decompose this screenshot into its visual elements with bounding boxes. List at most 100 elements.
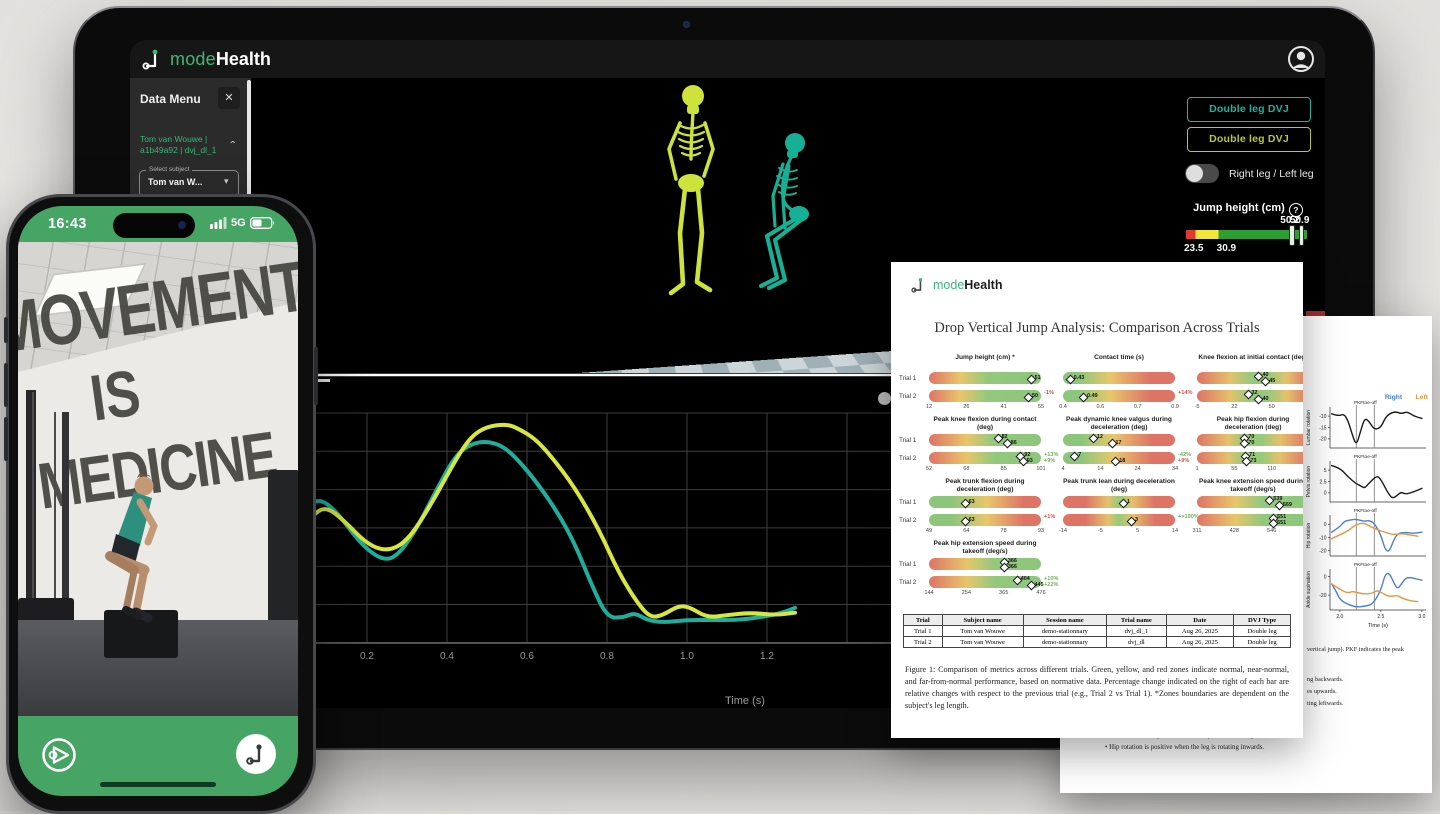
marker-value: 17 bbox=[1115, 439, 1122, 446]
metric-title: Jump height (cm) * bbox=[955, 354, 1015, 361]
percent-change: +>100% bbox=[1178, 514, 1199, 520]
phone-bottom-bar bbox=[18, 716, 298, 796]
marker-value: 86 bbox=[1010, 439, 1017, 446]
report-logo: modeHealth bbox=[911, 276, 1002, 294]
chevron-up-icon[interactable]: ⌃ bbox=[228, 140, 238, 150]
logo-text-health: Health bbox=[215, 48, 271, 69]
trial-button-teal[interactable]: Double leg DVJ bbox=[1187, 97, 1311, 122]
metric-bar-trial2: 3 +>100% bbox=[1063, 514, 1199, 526]
jump-height-zone-boundary: 30.9 bbox=[1216, 243, 1237, 254]
text-fragment: es upwards. bbox=[1307, 688, 1337, 695]
table-cell: Trial 2 bbox=[903, 636, 943, 648]
leg-toggle[interactable] bbox=[1185, 164, 1219, 183]
marker-value: 0.43 bbox=[1073, 374, 1085, 381]
metric-title: Peak dynamic knee valgus during decelera… bbox=[1066, 416, 1172, 432]
metric-cell: Peak knee flexion during contact (deg) 82… bbox=[926, 416, 1059, 474]
marker-value: 82 bbox=[1001, 433, 1008, 440]
metric-bar-trial1: 63 bbox=[929, 496, 1041, 508]
table-cell: Double leg bbox=[1233, 636, 1291, 648]
table-cell: Trial 1 bbox=[903, 625, 943, 637]
report-title: Drop Vertical Jump Analysis: Comparison … bbox=[934, 320, 1260, 336]
marker-value: 71 bbox=[1249, 451, 1256, 458]
mini-chart-hip-rotation: 0 -10 -20 PKFtoe-off Hip rotation bbox=[1306, 508, 1426, 557]
svg-text:PKFtoe-off: PKFtoe-off bbox=[1354, 508, 1378, 514]
table-cell: Double leg bbox=[1233, 625, 1291, 637]
svg-text:-20: -20 bbox=[1319, 549, 1326, 555]
svg-text:PKFtoe-off: PKFtoe-off bbox=[1354, 400, 1378, 406]
modehealth-mark-icon bbox=[246, 744, 262, 765]
marker-value: 70 bbox=[1248, 433, 1255, 440]
marker-value: 7 bbox=[1078, 451, 1082, 458]
user-avatar-icon[interactable] bbox=[1286, 44, 1316, 74]
metric-bar-trial2: 92 93 +13% +9% bbox=[929, 451, 1058, 467]
mini-chart-lumbar-rotation: -10 -15 -20 PKFtoe-off Lumbar rotation bbox=[1306, 400, 1426, 449]
select-subject-dropdown[interactable]: Select subject Tom van W... ▾ bbox=[139, 166, 239, 197]
skeleton-trial-yellow bbox=[667, 85, 715, 296]
dynamic-island bbox=[113, 213, 195, 238]
phone-power-button bbox=[314, 347, 318, 405]
clock: 16:43 bbox=[48, 216, 87, 232]
metric-bar-trial1: 539 569 bbox=[1197, 495, 1303, 511]
metric-axis: 12 26 41 55 bbox=[925, 404, 1045, 410]
metric-bar-trial2: 0.49 +14% bbox=[1063, 390, 1192, 402]
phone-volume-down bbox=[4, 417, 8, 461]
table-cell: dvj_dl_1 bbox=[1106, 625, 1167, 637]
marker-value: 45 bbox=[1269, 377, 1276, 384]
modehealth-button[interactable] bbox=[236, 734, 276, 774]
svg-text:-20: -20 bbox=[1319, 437, 1326, 443]
record-indicator bbox=[1306, 311, 1325, 319]
marker-value: 445 bbox=[1034, 581, 1044, 588]
marker-value: 569 bbox=[1282, 501, 1292, 508]
sidebar-scrollbar[interactable] bbox=[247, 80, 251, 206]
svg-text:Time (s): Time (s) bbox=[1368, 623, 1388, 629]
jump-height-marker bbox=[1289, 225, 1295, 246]
svg-text:-10: -10 bbox=[1319, 535, 1326, 541]
tablet-camera bbox=[683, 21, 690, 28]
chevron-down-icon: ▾ bbox=[224, 176, 229, 186]
play-icon[interactable] bbox=[40, 736, 78, 774]
svg-text:0: 0 bbox=[1324, 574, 1327, 580]
metric-title: Knee flexion at initial contact (deg) bbox=[1198, 354, 1303, 361]
table-cell: dvj_dl bbox=[1106, 636, 1167, 648]
metric-bar-trial1: 82 86 bbox=[929, 433, 1041, 449]
legend-left: Left bbox=[1415, 394, 1428, 401]
trial-row-label: Trial 2 bbox=[899, 455, 917, 462]
table-cell: Tom van Wouwe bbox=[941, 636, 1024, 648]
metric-axis: 144 254 365 476 bbox=[924, 590, 1046, 596]
help-icon[interactable]: ? bbox=[1288, 203, 1303, 217]
percent-change: +10% +22% bbox=[1044, 576, 1059, 589]
logo-text-mode: mode bbox=[170, 48, 216, 69]
svg-text:2.5: 2.5 bbox=[1377, 614, 1384, 620]
marker-value: 539 bbox=[1273, 495, 1283, 502]
trial-row-label: Trial 1 bbox=[899, 375, 917, 382]
trial-button-yellow[interactable]: Double leg DVJ bbox=[1187, 127, 1311, 152]
marker-value: 12 bbox=[1096, 433, 1103, 440]
metric-bar-trial1: 51 bbox=[929, 372, 1041, 384]
close-icon[interactable]: ✕ bbox=[218, 87, 240, 109]
trial-row-label: Trial 1 bbox=[899, 499, 917, 506]
chart-handle-dot[interactable] bbox=[878, 392, 891, 405]
metric-band: Trial 1 Trial 2 Peak knee flexion during c… bbox=[899, 416, 1303, 478]
select-subject-value: Tom van W... bbox=[148, 177, 203, 187]
marker-value: 70 bbox=[1248, 439, 1255, 446]
metric-axis: 0.4 0.6 0.7 0.9 bbox=[1059, 404, 1179, 410]
table-header: Date bbox=[1165, 614, 1235, 626]
svg-text:0.8: 0.8 bbox=[600, 651, 614, 662]
metric-title: Peak knee flexion during contact (deg) bbox=[933, 416, 1037, 432]
subject-session-link[interactable]: Tom van Wouwe | a1b49a92 | dvj_dl_1 bbox=[140, 134, 217, 156]
report-logo-mode: mode bbox=[933, 278, 965, 292]
marker-value: 40 bbox=[1262, 371, 1269, 378]
front-camera bbox=[178, 221, 186, 229]
data-menu-title: Data Menu bbox=[140, 92, 201, 106]
exercise-video[interactable]: MOVEMENT IS MEDICINE bbox=[18, 242, 298, 716]
metric-band: Trial 1 Trial 2 Peak hip extension speed d… bbox=[899, 540, 1297, 602]
text-fragment: vertical jump). PKF indicates the peak bbox=[1307, 646, 1404, 653]
metric-bar-trial1: 12 17 bbox=[1063, 433, 1175, 449]
metric-axis: 155110164 bbox=[1195, 466, 1277, 472]
metric-cell: Peak trunk lean during deceleration (deg… bbox=[1059, 478, 1199, 536]
metric-bar-trial1: 40 45 bbox=[1197, 371, 1303, 387]
jump-height-marker bbox=[1298, 225, 1305, 246]
mini-chart-pelvis-rotation: 5 2.5 0 PKFtoe-off Pelvis rotation bbox=[1306, 454, 1426, 503]
home-indicator[interactable] bbox=[100, 782, 216, 787]
